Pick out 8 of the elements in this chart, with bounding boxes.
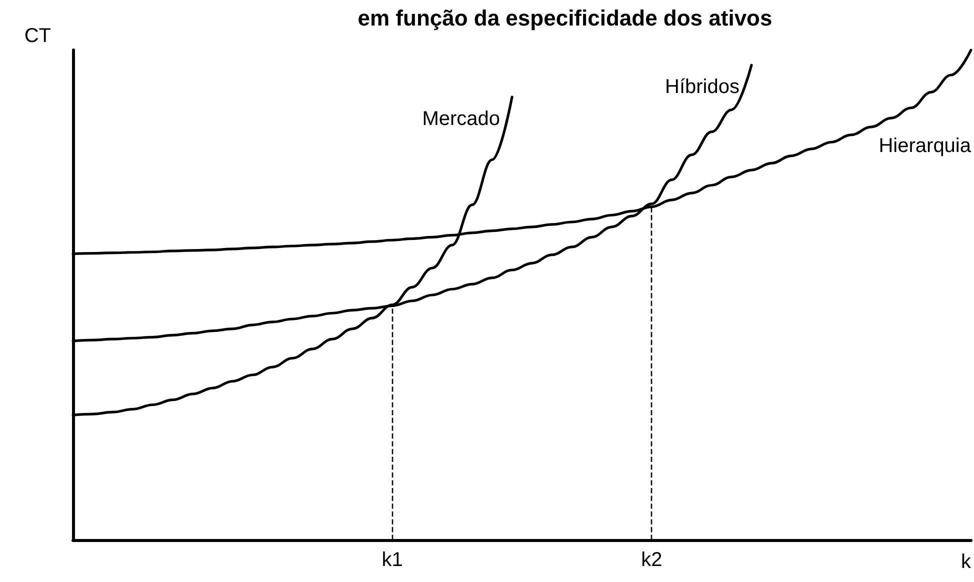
chart-title: em função da especificidade dos ativos	[358, 6, 772, 30]
x-tick-label: k2	[641, 549, 662, 571]
x-tick-label: k1	[382, 549, 403, 571]
y-axis-title: CT	[24, 25, 51, 47]
x-axis-title: k	[961, 551, 972, 573]
series-label: Híbridos	[665, 76, 740, 98]
series-label: Mercado	[422, 108, 500, 130]
series-label: Hierarquia	[878, 135, 972, 158]
